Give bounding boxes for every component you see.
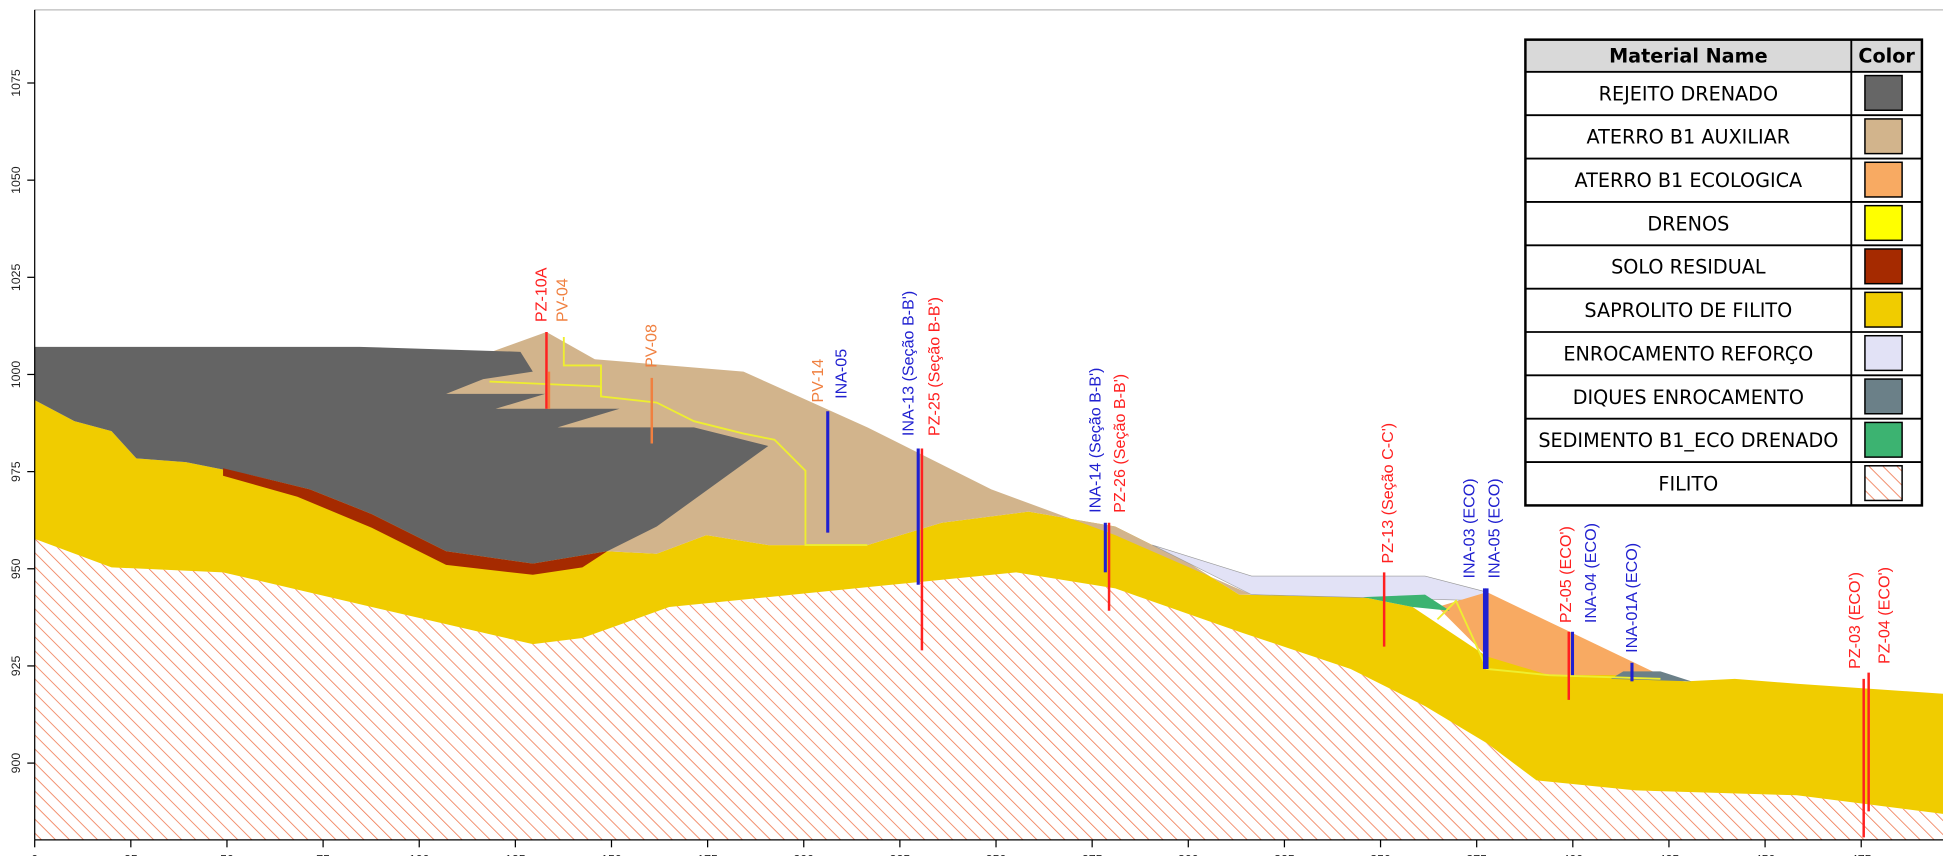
instrument-label: PZ-05 (ECO')	[1557, 526, 1575, 623]
x-tick-label: 75	[316, 853, 330, 856]
instrument-label: PV-04	[554, 278, 572, 322]
legend-name: DIQUES ENROCAMENTO	[1573, 386, 1804, 409]
aterro-ecologica	[1437, 592, 1661, 676]
legend-name: ATERRO B1 ECOLOGICA	[1575, 169, 1803, 192]
x-tick-label: 25	[124, 853, 138, 856]
solo-residual	[223, 468, 608, 575]
y-tick-label: 1000	[9, 361, 23, 389]
instrument-label: PZ-13 (Seção C-C')	[1379, 423, 1397, 564]
instrument-label: PV-08	[643, 324, 661, 368]
legend-swatch	[1864, 74, 1903, 111]
instrument-label: PZ-10A	[532, 267, 550, 322]
x-tick-label: 450	[1755, 853, 1776, 856]
instrument-label: PZ-04 (ECO')	[1876, 567, 1894, 664]
x-tick-label: 0	[31, 853, 38, 856]
x-tick-label: 375	[1466, 853, 1487, 856]
y-tick-label: 1075	[9, 69, 23, 97]
instrument-label: PZ-26 (Seção B-B')	[1111, 374, 1129, 513]
x-tick-label: 300	[1178, 853, 1199, 856]
y-tick-label: 975	[9, 461, 23, 482]
x-tick-label: 200	[793, 853, 814, 856]
legend-swatch	[1864, 378, 1903, 415]
x-tick-label: 125	[505, 853, 526, 856]
x-tick-label: 275	[1082, 853, 1103, 856]
filito	[34, 538, 1943, 840]
legend-header-text: Color	[1858, 44, 1915, 67]
legend-swatch	[1864, 118, 1903, 155]
x-tick-label: 350	[1370, 853, 1391, 856]
instrument-label: INA-03 (ECO)	[1461, 478, 1479, 578]
x-tick-label: 250	[986, 853, 1007, 856]
x-tick-label: 150	[601, 853, 622, 856]
legend-swatch	[1864, 291, 1903, 328]
legend-name: ATERRO B1 AUXILIAR	[1587, 126, 1791, 149]
x-tick-label: 425	[1659, 853, 1680, 856]
legend-box	[1524, 38, 1924, 507]
legend-name: SEDIMENTO B1_ECO DRENADO	[1538, 429, 1838, 452]
rejeito	[34, 346, 769, 564]
legend-swatch	[1864, 421, 1903, 458]
instrument-label: INA-14 (Seção B-B')	[1086, 368, 1104, 513]
legend-name: SOLO RESIDUAL	[1611, 256, 1766, 279]
instrument-label: INA-04 (ECO)	[1582, 523, 1600, 623]
layers	[34, 331, 1943, 840]
instrument-label: INA-13 (Seção B-B')	[899, 291, 917, 436]
x-tick-label: 400	[1562, 853, 1583, 856]
legend-name: SAPROLITO DE FILITO	[1584, 299, 1792, 322]
instrument-label: PV-14	[809, 359, 827, 403]
legend-name: ENROCAMENTO REFORÇO	[1563, 342, 1813, 365]
instrument-label: PZ-25 (Seção B-B')	[925, 297, 943, 436]
legend-name: REJEITO DRENADO	[1599, 82, 1778, 105]
instrument-label: INA-01A (ECO)	[1623, 543, 1641, 653]
legend-swatch	[1864, 334, 1903, 372]
y-tick-label: 1050	[9, 166, 23, 194]
instrument-label: PZ-03 (ECO')	[1846, 572, 1864, 669]
legend-header-text: Material Name	[1609, 44, 1768, 67]
legend-swatch	[1864, 248, 1903, 285]
legend-swatch	[1864, 161, 1903, 198]
legend-header	[1524, 38, 1923, 73]
y-tick-label: 900	[9, 753, 23, 774]
legend: Material Name Color REJEITO DRENADO ATERRO …	[1524, 38, 1924, 507]
x-tick-label: 175	[697, 853, 718, 856]
saprolito	[34, 400, 1943, 814]
x-tick-label: 100	[409, 853, 430, 856]
instrument-label: INA-05 (ECO)	[1485, 478, 1503, 578]
x-tick-label: 50	[220, 853, 234, 856]
y-tick-label: 950	[9, 558, 23, 579]
x-tick-label: 325	[1274, 853, 1295, 856]
legend-name: DRENOS	[1647, 212, 1729, 235]
dreno	[562, 336, 602, 394]
instrument-label: INA-05	[832, 349, 850, 399]
legend-swatch	[1864, 204, 1903, 242]
y-tick-label: 1025	[9, 263, 23, 291]
legend-swatch	[1864, 465, 1903, 502]
legend-name: FILITO	[1658, 472, 1718, 495]
instruments: PZ-10A PV-04 PV-08 PV-14 INA-05 INA-13 (Seção…	[532, 267, 1894, 838]
x-tick-label: 225	[890, 853, 911, 856]
y-tick-label: 925	[9, 656, 23, 677]
ticks: 0 25 50 75 100 125 150 175 200 225 250 275 300 325 350…	[9, 69, 1872, 856]
x-tick-label: 475	[1851, 853, 1872, 856]
